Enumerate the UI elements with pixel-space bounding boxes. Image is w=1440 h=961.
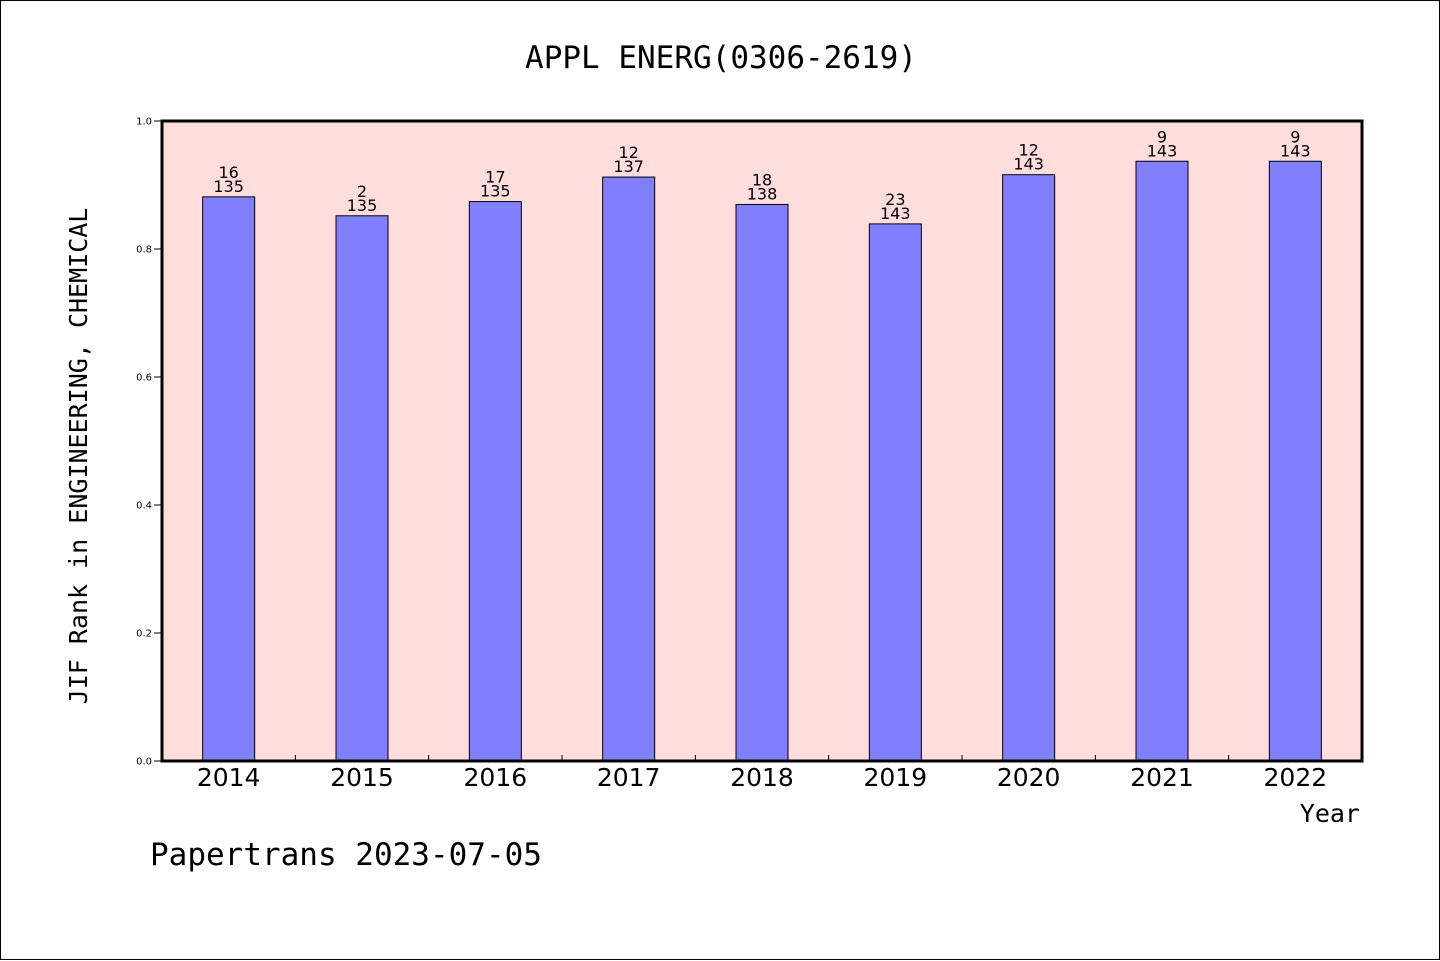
x-tick-label: 2020 [997,763,1061,792]
y-tick-label: 1.0 [136,117,152,128]
bar-total-label: 143 [1013,155,1044,174]
plot-border [160,119,1364,763]
y-tick-label: 0.6 [136,373,152,384]
bar-total-label: 143 [1147,141,1178,160]
bar-2022 [1268,160,1322,762]
y-ticks-group: 0.0 0.2 0.4 0.6 0.8 1.0 [136,117,162,768]
bar-rank-label: 12 [618,143,638,162]
y-tick-label: 0.4 [136,501,152,512]
bar-2016 [468,201,522,762]
bar-total-label: 135 [480,182,511,201]
bar-total-label: 135 [347,196,378,215]
x-tick-label: 2014 [197,763,261,792]
bar-2015 [335,215,389,762]
bar-total-label: 137 [613,157,644,176]
y-tick-label: 0.8 [136,245,152,256]
x-tick-label: 2019 [864,763,928,792]
x-tick-label: 2017 [597,763,661,792]
bar-2021 [1135,160,1189,762]
bar-rank-label: 9 [1290,127,1300,146]
y-axis-label: JIF Rank in ENGINEERING, CHEMICAL [64,208,93,705]
bar-total-label: 143 [1280,141,1311,160]
bar-rank-label: 16 [218,163,238,182]
bar-total-label: 143 [880,204,911,223]
y-tick-label: 0.0 [136,757,152,768]
chart-title: APPL ENERG(0306-2619) [525,40,917,76]
x-tick-label: 2018 [730,763,794,792]
bar-total-label: 135 [213,177,244,196]
bar-rank-label: 9 [1157,127,1167,146]
x-axis-label: Year [1300,799,1360,828]
bar-rank-label: 23 [885,190,905,209]
bar-rank-label: 18 [752,170,772,189]
bar-2019 [868,223,922,762]
bar-2017 [602,176,656,762]
bar-total-label: 138 [747,184,778,203]
y-tick-label: 0.2 [136,629,152,640]
footer-credit: Papertrans 2023-07-05 [150,837,542,873]
bar-rank-label: 12 [1018,141,1038,160]
bar-rank-label: 17 [485,168,505,187]
x-ticks-group: 2014 2015 2016 2017 2018 2019 2020 2021 2022 [197,755,1327,792]
x-tick-label: 2015 [330,763,394,792]
bar-2018 [735,203,789,762]
x-tick-label: 2022 [1264,763,1328,792]
bar-2020 [1002,174,1056,762]
bar-2014 [202,196,256,762]
x-tick-label: 2016 [464,763,528,792]
x-tick-label: 2021 [1130,763,1194,792]
bar-rank-label: 2 [357,182,367,201]
